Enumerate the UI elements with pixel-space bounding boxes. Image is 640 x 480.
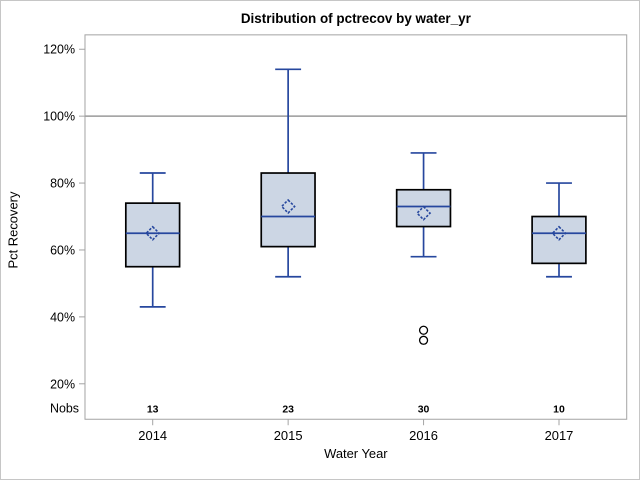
iqr-box — [260, 172, 316, 248]
y-tick-label: 120% — [43, 43, 75, 57]
nobs-value: 13 — [147, 404, 159, 415]
y-tick-label: 20% — [50, 377, 75, 391]
x-tick-label: 2014 — [138, 428, 167, 443]
y-tick-label: 80% — [50, 177, 75, 191]
nobs-value: 23 — [282, 404, 294, 415]
mean-diamond-marker — [551, 225, 567, 241]
mean-diamond-marker — [145, 225, 161, 241]
plot-area-group: 20% 40% 60% 80% 100% 120% 2014 13 2015 23 2016 30 20… — [43, 34, 628, 443]
chart-title: Distribution of pctrecov by water_yr — [241, 11, 472, 26]
mean-diamond-marker — [415, 205, 432, 221]
y-tick-label: 60% — [50, 243, 75, 257]
x-tick-label: 2016 — [409, 428, 438, 443]
nobs-value: 10 — [553, 404, 565, 415]
x-tick-label: 2017 — [545, 428, 574, 443]
nobs-value: 30 — [418, 404, 430, 415]
x-axis-label: Water Year — [324, 446, 388, 461]
x-tick-label: 2015 — [274, 428, 303, 443]
iqr-box — [124, 202, 181, 268]
iqr-box — [395, 188, 452, 228]
y-tick-label: 100% — [43, 110, 75, 124]
mean-diamond-marker — [280, 198, 296, 215]
plot-frame — [84, 34, 628, 420]
y-axis-label: Pct Recovery — [5, 191, 20, 268]
outlier-point — [418, 335, 429, 345]
nobs-row-label: Nobs — [50, 401, 79, 415]
y-tick-label: 40% — [50, 310, 75, 324]
outlier-point — [418, 325, 429, 335]
